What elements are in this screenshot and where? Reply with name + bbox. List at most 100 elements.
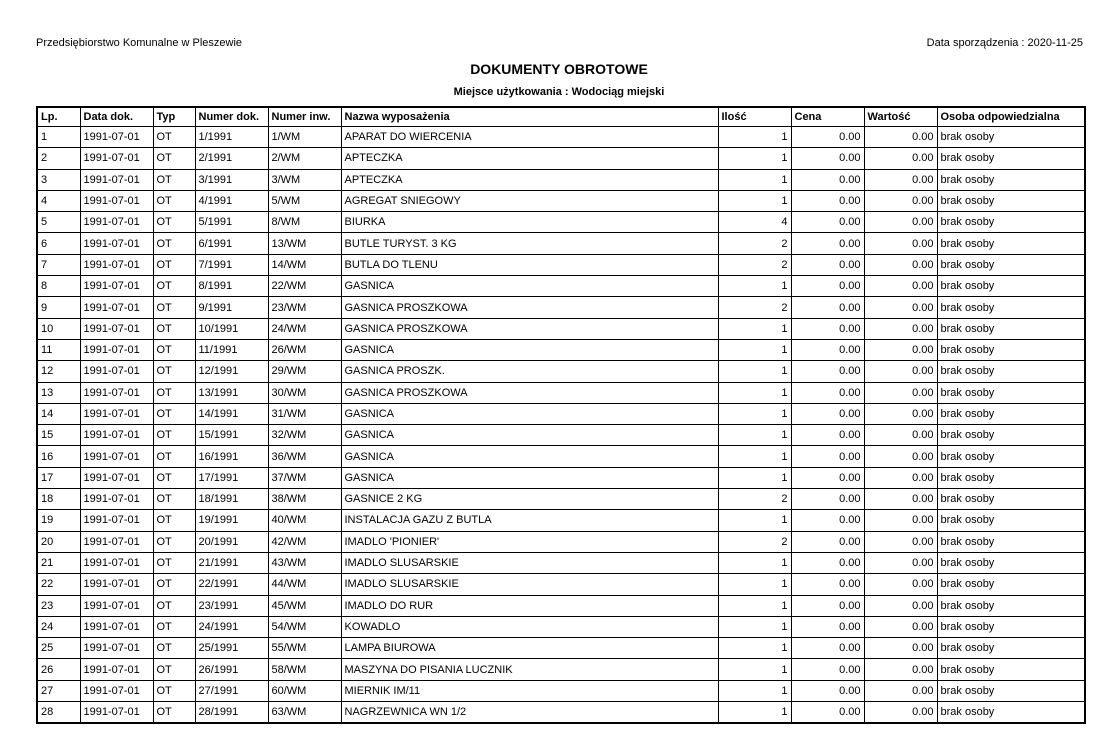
- table-cell: 0.00: [790, 424, 865, 447]
- table-cell: GASNICA PROSZK.: [340, 360, 719, 383]
- table-cell: 1991-07-01: [79, 360, 154, 383]
- table-cell: 0.00: [863, 402, 938, 426]
- table-cell: brak osoby: [936, 509, 1086, 532]
- table-cell: 16/1991: [194, 445, 269, 468]
- table-cell: 1: [717, 402, 792, 426]
- table-cell: 3: [36, 168, 81, 191]
- table-cell: 0.00: [790, 338, 865, 362]
- table-row: 13 1991-07-01 OT 13/1991 30/WM GASNICA PROSZK…: [36, 381, 1086, 404]
- table-cell: MASZYNA DO PISANIA LUCZNIK: [340, 658, 719, 681]
- table-cell: 0.00: [790, 530, 865, 553]
- table-cell: 24: [36, 615, 81, 639]
- table-cell: 21/1991: [194, 551, 269, 575]
- table-cell: brak osoby: [936, 424, 1086, 447]
- column-header: Wartość: [863, 106, 938, 127]
- table-cell: brak osoby: [936, 615, 1086, 639]
- table-cell: OT: [152, 679, 196, 703]
- table-cell: 9/1991: [194, 296, 269, 319]
- table-cell: 1991-07-01: [79, 445, 154, 468]
- table-row: 26 1991-07-01 OT 26/1991 58/WM MASZYNA DO PIS…: [36, 658, 1086, 681]
- table-cell: OT: [152, 275, 196, 298]
- table-cell: 42/WM: [267, 530, 342, 553]
- table-cell: OT: [152, 125, 196, 149]
- table-cell: OT: [152, 232, 196, 255]
- table-cell: brak osoby: [936, 253, 1086, 277]
- table-cell: 4: [717, 211, 792, 234]
- table-cell: 0.00: [790, 551, 865, 575]
- table-cell: 1: [717, 424, 792, 447]
- table-cell: 0.00: [790, 488, 865, 511]
- column-header: Data dok.: [79, 106, 154, 127]
- table-cell: 1991-07-01: [79, 296, 154, 319]
- table-cell: 0.00: [863, 488, 938, 511]
- table-row: 21 1991-07-01 OT 21/1991 43/WM IMADLO SLUSARS…: [36, 551, 1086, 575]
- column-header: Numer dok.: [194, 106, 269, 127]
- table-cell: 0.00: [790, 360, 865, 383]
- table-cell: 0.00: [863, 445, 938, 468]
- table-cell: brak osoby: [936, 530, 1086, 553]
- table-cell: 7: [36, 253, 81, 277]
- table-row: 14 1991-07-01 OT 14/1991 31/WM GASNICA 1 0.00 0.…: [36, 402, 1086, 426]
- table-cell: 0.00: [863, 466, 938, 490]
- table-cell: brak osoby: [936, 232, 1086, 255]
- table-cell: 0.00: [863, 530, 938, 553]
- table-cell: 1991-07-01: [79, 615, 154, 639]
- table-cell: 0.00: [790, 275, 865, 298]
- table-cell: AGREGAT SNIEGOWY: [340, 189, 719, 213]
- table-cell: OT: [152, 189, 196, 213]
- table-cell: 23/WM: [267, 296, 342, 319]
- table-cell: 0.00: [863, 637, 938, 660]
- table-row: 25 1991-07-01 OT 25/1991 55/WM LAMPA BIUROWA 1…: [36, 637, 1086, 660]
- table-cell: 0.00: [790, 594, 865, 617]
- table-cell: 1/WM: [267, 125, 342, 149]
- table-cell: 1991-07-01: [79, 338, 154, 362]
- table-row: 4 1991-07-01 OT 4/1991 5/WM AGREGAT SNIEGOWY 1…: [36, 189, 1086, 213]
- table-cell: 0.00: [790, 211, 865, 234]
- table-cell: OT: [152, 445, 196, 468]
- table-cell: NAGRZEWNICA WN 1/2: [340, 701, 719, 724]
- table-cell: 20: [36, 530, 81, 553]
- table-cell: 0.00: [863, 424, 938, 447]
- table-cell: 1: [717, 594, 792, 617]
- table-cell: 5/WM: [267, 189, 342, 213]
- table-cell: 2/1991: [194, 147, 269, 170]
- table-cell: OT: [152, 594, 196, 617]
- table-cell: OT: [152, 466, 196, 490]
- column-header: Osoba odpowiedzialna: [936, 106, 1086, 127]
- table-cell: 1991-07-01: [79, 466, 154, 490]
- table-cell: APARAT DO WIERCENIA: [340, 125, 719, 149]
- table-cell: 54/WM: [267, 615, 342, 639]
- table-cell: brak osoby: [936, 147, 1086, 170]
- table-cell: brak osoby: [936, 125, 1086, 149]
- table-cell: 1: [717, 679, 792, 703]
- table-cell: 0.00: [863, 232, 938, 255]
- table-cell: brak osoby: [936, 296, 1086, 319]
- table-cell: 1: [717, 189, 792, 213]
- table-cell: 8/1991: [194, 275, 269, 298]
- table-cell: brak osoby: [936, 701, 1086, 724]
- table-cell: 26/WM: [267, 338, 342, 362]
- table-cell: 1991-07-01: [79, 317, 154, 340]
- table-cell: brak osoby: [936, 360, 1086, 383]
- table-cell: 1991-07-01: [79, 402, 154, 426]
- table-cell: 0.00: [790, 637, 865, 660]
- table-row: 7 1991-07-01 OT 7/1991 14/WM BUTLA DO TLENU 2 0…: [36, 253, 1086, 277]
- table-cell: 1991-07-01: [79, 168, 154, 191]
- table-cell: brak osoby: [936, 402, 1086, 426]
- table-cell: 11/1991: [194, 338, 269, 362]
- table-row: 5 1991-07-01 OT 5/1991 8/WM BIURKA 4 0.00 0.00 br…: [36, 211, 1086, 234]
- table-cell: 1991-07-01: [79, 573, 154, 596]
- table-cell: 0.00: [863, 296, 938, 319]
- table-cell: OT: [152, 551, 196, 575]
- table-row: 9 1991-07-01 OT 9/1991 23/WM GASNICA PROSZKOW…: [36, 296, 1086, 319]
- table-row: 18 1991-07-01 OT 18/1991 38/WM GASNICE 2 KG 2 0…: [36, 488, 1086, 511]
- table-cell: 14/1991: [194, 402, 269, 426]
- report-date: Data sporządzenia : 2020-11-25: [926, 37, 1083, 49]
- company-name: Przedsiębiorstwo Komunalne w Pleszewie: [36, 37, 243, 49]
- table-cell: 28: [36, 701, 81, 724]
- table-cell: 0.00: [863, 189, 938, 213]
- table-cell: brak osoby: [936, 573, 1086, 596]
- table-cell: 8: [36, 275, 81, 298]
- table-cell: 0.00: [790, 466, 865, 490]
- table-cell: IMADLO DO RUR: [340, 594, 719, 617]
